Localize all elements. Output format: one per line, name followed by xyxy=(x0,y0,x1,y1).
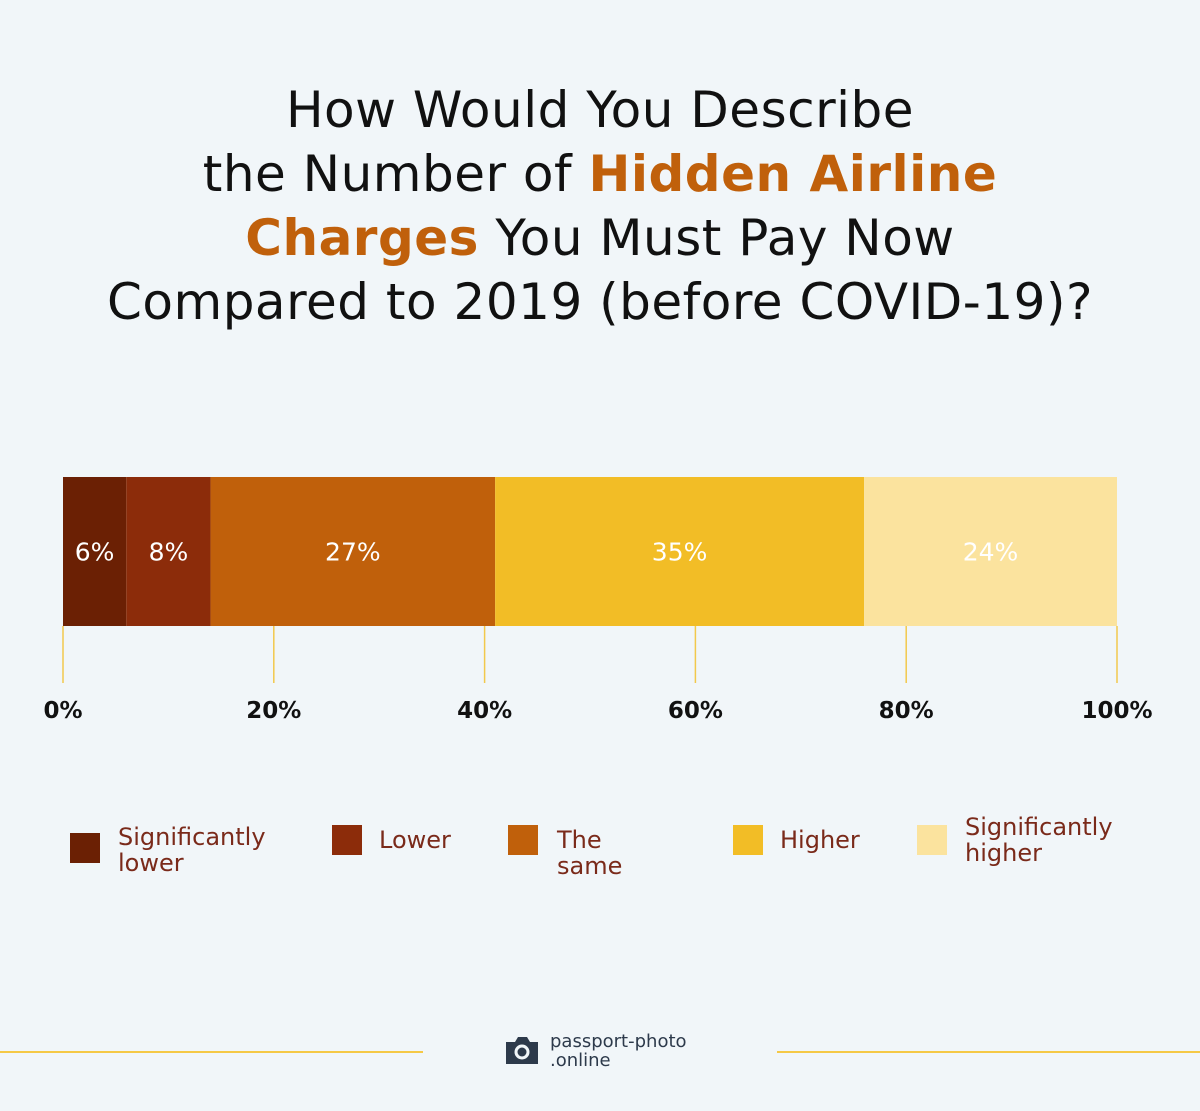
title-line-2-text: the Number of xyxy=(202,145,589,203)
legend-label: Significantly higher xyxy=(965,813,1113,867)
footer-divider-left xyxy=(0,1051,423,1053)
title-line-3-text: You Must Pay Now xyxy=(478,209,955,267)
legend-swatch xyxy=(733,825,763,855)
bar-segment xyxy=(210,477,496,626)
stacked-bar-chart: 0% 20% 40% 60% 80% 100% 6% 8% 27% 35% 24% xyxy=(43,477,1153,724)
brand-logo-text: passport-photo .online xyxy=(550,1031,687,1071)
data-label: 24% xyxy=(963,538,1019,567)
bar-segment xyxy=(63,477,127,626)
title-highlight-2: Charges xyxy=(245,209,479,267)
bar-segment xyxy=(864,477,1117,626)
x-tick-label: 20% xyxy=(246,698,301,724)
x-tick-label: 0% xyxy=(43,698,82,724)
x-tick-label: 60% xyxy=(668,698,723,724)
chart-title: How Would You Describe the Number of Hid… xyxy=(0,78,1200,334)
data-label: 27% xyxy=(325,538,381,567)
footer-divider-right xyxy=(777,1051,1200,1053)
legend-swatch xyxy=(70,833,100,863)
title-line-3: Charges You Must Pay Now xyxy=(0,206,1200,270)
title-line-2: the Number of Hidden Airline xyxy=(0,142,1200,206)
x-tick-label: 100% xyxy=(1081,698,1152,724)
legend-label: Lower xyxy=(379,826,451,854)
title-highlight-1: Hidden Airline xyxy=(588,145,998,203)
title-line-4: Compared to 2019 (before COVID-19)? xyxy=(106,273,1094,331)
legend-label: Significantly lower xyxy=(118,823,266,877)
data-label: 35% xyxy=(652,538,708,567)
data-label: 6% xyxy=(75,538,115,567)
title-line-1: How Would You Describe xyxy=(285,81,915,139)
legend-swatch xyxy=(508,825,538,855)
x-tick-label: 80% xyxy=(879,698,934,724)
camera-icon xyxy=(506,1037,538,1064)
legend-label: The same xyxy=(557,826,623,880)
legend-swatch xyxy=(332,825,362,855)
bar-segment xyxy=(495,477,865,626)
data-label: 8% xyxy=(149,538,189,567)
bar-segment xyxy=(126,477,211,626)
legend-label: Higher xyxy=(780,826,860,854)
legend-swatch xyxy=(917,825,947,855)
x-tick-label: 40% xyxy=(457,698,512,724)
